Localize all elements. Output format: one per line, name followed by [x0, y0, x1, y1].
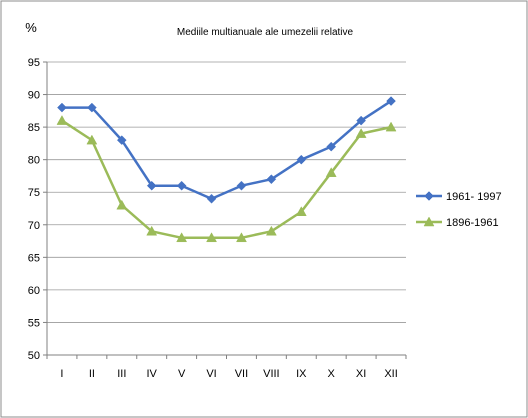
data-point [266, 174, 277, 185]
data-point [116, 135, 127, 145]
data-point [146, 225, 158, 236]
data-point [355, 128, 367, 138]
y-tick-label: 75 [28, 187, 40, 199]
x-tick-label: I [60, 368, 63, 380]
series-2 [56, 115, 397, 243]
y-tick-label: 55 [28, 317, 40, 329]
x-tick-label: IX [296, 368, 307, 380]
x-tick-label: II [89, 368, 95, 380]
series-1 [57, 96, 396, 204]
data-point [236, 232, 247, 243]
x-tick-labels: I II III IV V VI VII VIII IX X XI XII [60, 368, 397, 380]
y-tick-label: 60 [28, 285, 40, 297]
data-point [295, 206, 307, 217]
data-point [176, 180, 187, 191]
data-point [236, 180, 247, 191]
x-tick-label: III [117, 368, 126, 380]
y-axis-label: % [25, 20, 37, 35]
x-tick-label: V [178, 368, 186, 380]
x-tick-label: X [328, 368, 336, 380]
data-point [116, 199, 128, 210]
chart-title: Mediile multianuale ale umezelii relativ… [177, 27, 354, 38]
series-line [61, 100, 392, 200]
grid-lines [47, 61, 406, 323]
legend-marker [423, 216, 435, 227]
y-tick-label: 95 [28, 57, 40, 69]
data-point [86, 134, 98, 145]
data-point [296, 154, 307, 165]
data-point [206, 232, 217, 243]
y-tick-label: 65 [28, 252, 40, 264]
axes [43, 61, 407, 359]
y-tick-label: 90 [28, 90, 40, 102]
x-tick-label: VIII [263, 368, 280, 380]
x-tick-label: XII [384, 368, 397, 380]
data-point [385, 121, 397, 132]
data-point [386, 96, 396, 106]
data-point [146, 180, 157, 191]
x-tick-label: IV [147, 368, 158, 380]
x-tick-label: VI [206, 368, 216, 380]
legend-label: 1896-1961 [446, 217, 499, 229]
data-point [325, 167, 337, 177]
data-point [56, 115, 68, 125]
y-tick-label: 50 [28, 350, 40, 362]
legend: 1961- 1997 1896-1961 [416, 191, 502, 229]
y-tick-label: 70 [28, 220, 40, 232]
data-point [265, 225, 277, 236]
legend-label: 1961- 1997 [446, 191, 502, 203]
data-point [326, 141, 337, 152]
data-point [87, 102, 97, 113]
legend-marker [424, 191, 434, 201]
x-tick-label: VII [235, 368, 248, 380]
data-point [57, 102, 67, 113]
data-point [206, 193, 217, 204]
y-tick-labels: 50 55 60 65 70 75 80 85 90 95 [28, 57, 40, 362]
data-point [176, 232, 188, 243]
y-tick-label: 80 [28, 155, 40, 167]
series [56, 96, 397, 243]
series-line [61, 119, 392, 240]
y-tick-label: 85 [28, 122, 40, 134]
x-tick-label: XI [356, 368, 366, 380]
data-point [356, 115, 366, 126]
